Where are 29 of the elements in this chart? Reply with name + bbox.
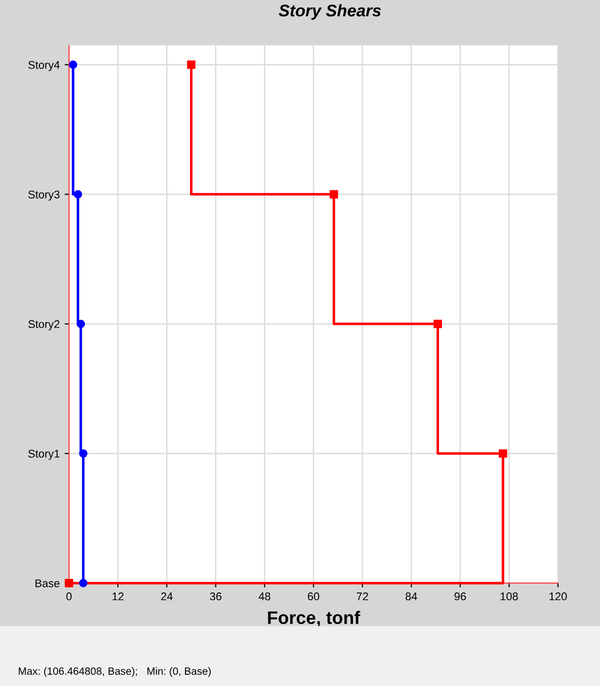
point [330,190,338,198]
chart-title: Story Shears [278,4,381,20]
y-tick-label: Base [36,579,60,588]
x-tick-label: 108 [500,592,518,600]
x-tick-label: 12 [112,592,124,600]
y-tick-label: Story2 [28,320,60,330]
point [68,60,78,69]
x-tick-label: 0 [66,592,72,600]
x-tick-label: 60 [308,592,320,600]
x-tick-label: 24 [161,592,173,600]
point [187,60,196,69]
y-tick-label: Story3 [28,190,60,201]
y-tick-label: Story4 [28,60,60,72]
y-tick-label: Story1 [28,450,60,460]
text: Max: (106.464808, Base); Min: (0, Base) [18,667,211,677]
x-axis-title: Force, tonf [268,610,360,627]
point [434,320,442,328]
x-tick-label: 48 [258,592,270,600]
point [74,190,82,198]
point [498,449,508,458]
x-tick-label: 96 [454,592,466,600]
point [76,320,85,328]
point [64,578,74,588]
point [79,578,88,588]
x-tick-label: 120 [550,592,567,600]
x-tick-label: 84 [406,592,418,600]
point [79,449,88,458]
x-tick-label: 72 [356,592,368,600]
x-tick-label: 36 [210,592,222,600]
